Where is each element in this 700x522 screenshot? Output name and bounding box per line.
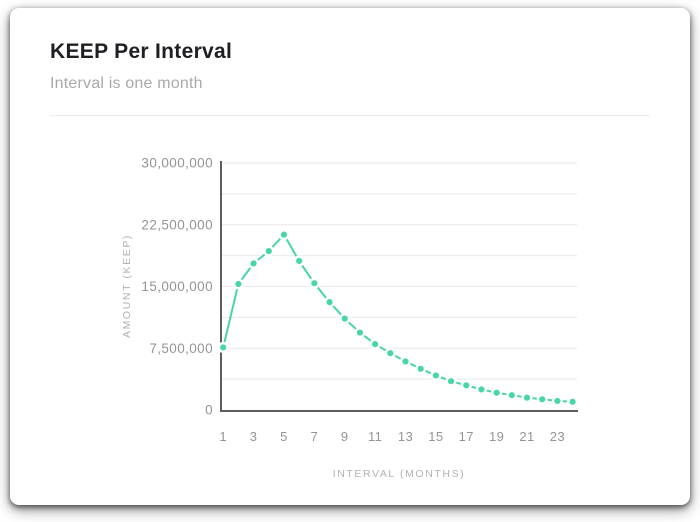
y-axis-tick-label: 7,500,000 [149, 341, 213, 356]
x-axis-tick-label: 23 [550, 429, 565, 444]
x-axis-tick-label: 9 [341, 429, 349, 444]
x-axis-tick-label: 15 [428, 429, 443, 444]
x-axis-tick-label: 3 [250, 429, 258, 444]
data-point[interactable] [278, 229, 290, 241]
y-axis-tick-label: 30,000,000 [141, 156, 213, 171]
page-subtitle: Interval is one month [50, 75, 203, 93]
data-point[interactable] [217, 341, 229, 353]
data-point[interactable] [293, 255, 305, 267]
data-point[interactable] [551, 395, 563, 407]
y-axis-tick-label: 22,500,000 [141, 217, 213, 232]
data-point[interactable] [506, 389, 518, 401]
x-axis-tick-label: 13 [398, 429, 413, 444]
series-line [222, 233, 574, 403]
data-point[interactable] [491, 387, 503, 399]
x-axis-title: INTERVAL (MONTHS) [333, 468, 466, 480]
page-title: KEEP Per Interval [50, 40, 233, 63]
data-point[interactable] [324, 296, 336, 308]
data-point[interactable] [430, 369, 442, 381]
data-point[interactable] [308, 277, 320, 289]
data-point[interactable] [248, 257, 260, 269]
chart-card: KEEP Per Interval Interval is one month … [10, 8, 690, 505]
data-point[interactable] [475, 383, 487, 395]
data-point[interactable] [415, 363, 427, 375]
x-axis-tick-label: 21 [519, 429, 534, 444]
data-point[interactable] [567, 396, 579, 408]
data-point[interactable] [354, 327, 366, 339]
header-divider [50, 115, 650, 116]
card-header: KEEP Per Interval Interval is one month [50, 40, 650, 93]
x-axis-tick-label: 11 [368, 429, 382, 444]
keep-per-interval-chart: 0 7,500,000 15,000,000 22,500,000 30,000,000… [121, 156, 579, 480]
x-axis-tick-label: 1 [219, 429, 227, 444]
x-axis-tick-label: 5 [280, 429, 288, 444]
y-axis-title: AMOUNT (KEEP) [121, 234, 133, 338]
data-point[interactable] [263, 245, 275, 257]
data-point[interactable] [460, 379, 472, 391]
data-point[interactable] [339, 313, 351, 325]
data-point[interactable] [521, 392, 533, 404]
x-axis-tick-label: 7 [311, 429, 319, 444]
x-axis-tick-label: 17 [459, 429, 474, 444]
data-point[interactable] [536, 393, 548, 405]
data-point[interactable] [232, 278, 244, 290]
data-point[interactable] [369, 338, 381, 350]
y-axis-tick-label: 15,000,000 [141, 279, 213, 294]
data-point[interactable] [399, 355, 411, 367]
y-axis-tick-label: 0 [205, 403, 213, 418]
x-axis-tick-label: 19 [489, 429, 504, 444]
data-point[interactable] [384, 347, 396, 359]
data-point[interactable] [445, 375, 457, 387]
